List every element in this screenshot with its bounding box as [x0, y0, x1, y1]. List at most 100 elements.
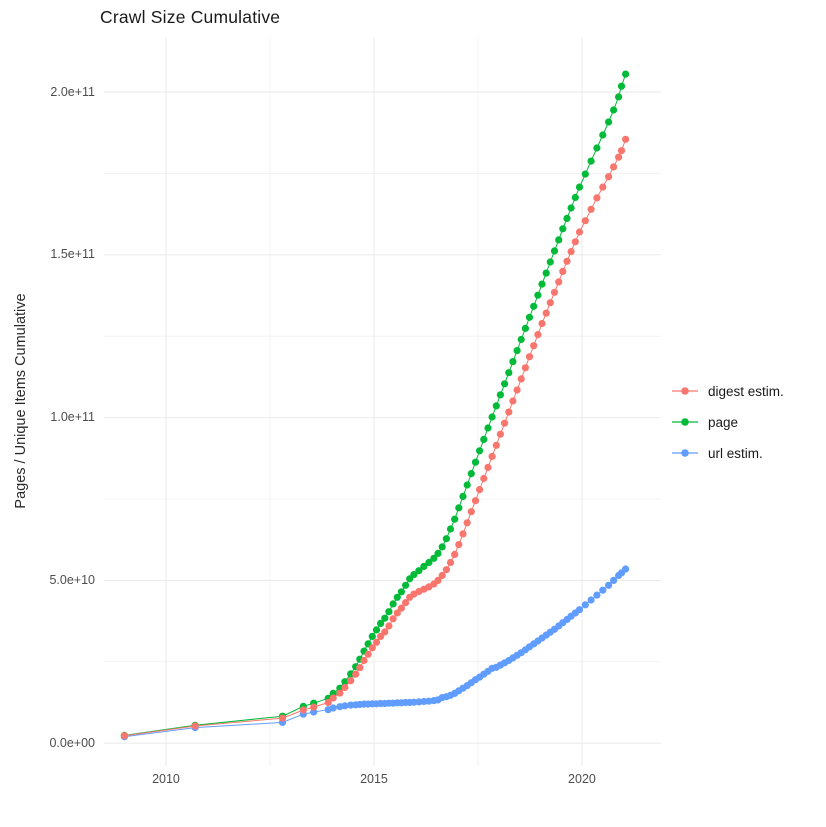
legend-key-dot [681, 418, 689, 426]
data-point [587, 157, 595, 165]
data-point [381, 628, 389, 636]
data-point [610, 163, 618, 171]
data-point [455, 504, 463, 512]
data-point [501, 419, 509, 427]
data-point [480, 474, 488, 483]
data-point [492, 402, 500, 410]
data-point [484, 424, 492, 432]
data-point [385, 608, 393, 616]
data-point [542, 269, 550, 277]
series-digest-estim [120, 135, 630, 740]
data-point [476, 447, 484, 455]
data-point [120, 732, 128, 740]
data-point [530, 342, 538, 350]
data-point [509, 397, 517, 405]
data-point [347, 677, 355, 685]
data-point [513, 347, 521, 355]
data-point [430, 554, 438, 562]
chart-title: Crawl Size Cumulative [100, 7, 281, 27]
data-point [517, 375, 525, 383]
data-point [372, 626, 381, 634]
data-point [451, 550, 459, 559]
series-page [120, 70, 630, 740]
data-point [521, 324, 530, 332]
data-point [605, 173, 613, 181]
legend-label: url estim. [708, 445, 763, 461]
data-point [368, 644, 376, 652]
data-point [278, 714, 287, 722]
data-point [372, 638, 381, 646]
data-point [622, 70, 630, 78]
data-point [455, 541, 463, 549]
data-point [615, 153, 623, 161]
data-point [610, 106, 618, 114]
data-point [329, 694, 337, 702]
legend-label: page [708, 414, 739, 430]
data-point [425, 558, 433, 567]
data-point [622, 135, 630, 143]
data-point [521, 364, 530, 372]
data-point [341, 678, 349, 686]
data-point [299, 706, 307, 714]
data-point [571, 238, 579, 246]
data-point [446, 525, 455, 533]
data-point [360, 656, 368, 665]
data-point [496, 391, 504, 399]
legend-key-icon [672, 449, 698, 457]
x-tick-label: 2015 [360, 772, 388, 786]
data-point [368, 632, 376, 641]
data-point [615, 93, 623, 101]
data-point [434, 576, 442, 585]
data-point [567, 204, 575, 212]
legend-key-icon [672, 418, 698, 426]
data-point [505, 369, 513, 377]
data-point [356, 664, 364, 672]
data-point [463, 519, 471, 527]
data-point [559, 225, 567, 233]
data-point [599, 183, 607, 191]
data-point [530, 302, 538, 310]
data-point [393, 609, 401, 617]
data-point [480, 435, 488, 443]
data-point [593, 591, 601, 599]
data-point [324, 698, 332, 707]
data-point [509, 358, 517, 366]
legend-key-dot [681, 387, 689, 395]
series-line [124, 568, 626, 738]
data-point [402, 581, 410, 589]
data-point [501, 380, 509, 388]
data-point [310, 703, 318, 711]
y-tick-label: 1.5e+11 [50, 247, 95, 262]
data-point [550, 288, 559, 296]
data-point [513, 386, 521, 394]
data-point [397, 604, 405, 612]
data-point [534, 331, 542, 339]
data-point [496, 430, 504, 438]
data-point [476, 486, 484, 494]
y-axis-title: Pages / Unique Items Cumulative [13, 293, 29, 509]
data-point [542, 309, 550, 317]
data-point [563, 257, 571, 265]
data-point [446, 558, 455, 567]
legend-item: page [671, 412, 784, 432]
data-point [587, 205, 595, 213]
y-tick-label: 1.0e+11 [50, 410, 95, 425]
data-point [381, 614, 389, 622]
data-point [525, 353, 534, 361]
data-point [442, 566, 450, 574]
data-point [599, 586, 607, 594]
data-point [593, 194, 601, 202]
y-tick-label: 5.0e+10 [49, 572, 95, 587]
legend-key-icon [672, 387, 698, 395]
data-point [567, 248, 575, 256]
x-tick-label: 2020 [568, 772, 596, 786]
series-url-estim [120, 565, 630, 741]
data-point [622, 565, 630, 573]
data-point [402, 599, 410, 607]
data-point [581, 601, 589, 609]
data-point [336, 689, 344, 697]
data-point [617, 147, 626, 155]
data-point [605, 581, 613, 589]
data-point [352, 670, 360, 678]
